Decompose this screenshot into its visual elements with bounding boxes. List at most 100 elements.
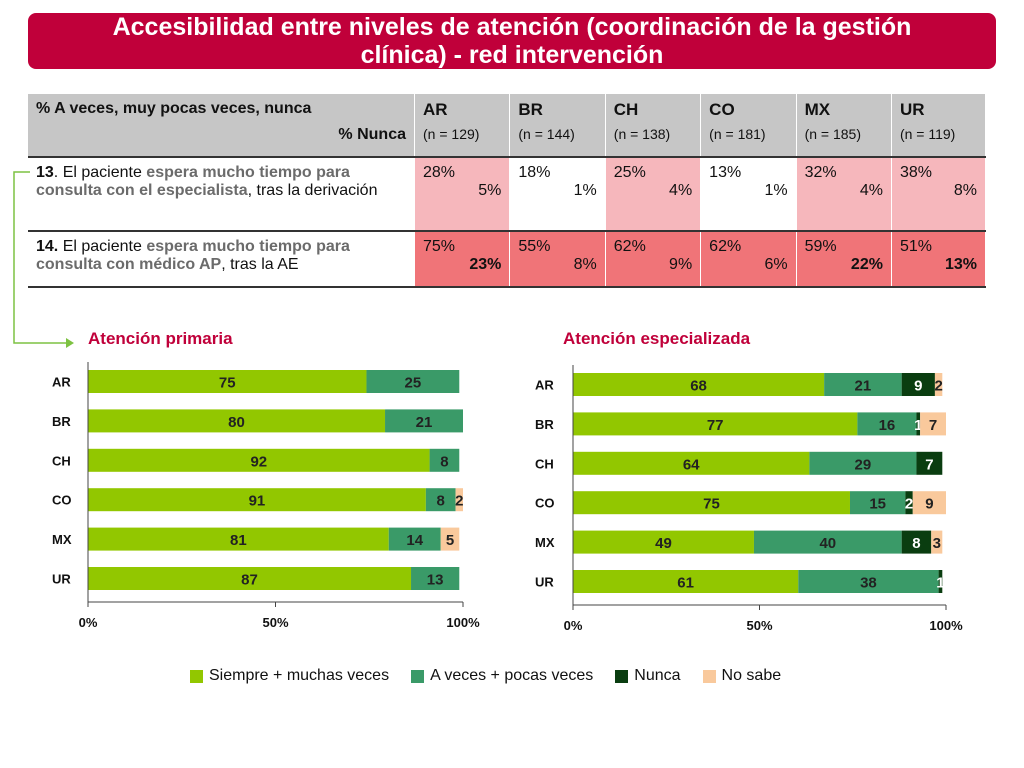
bar-segment: [88, 488, 426, 512]
pct-value: 62%: [613, 238, 646, 255]
data-label: 1: [914, 417, 922, 434]
col-name: MX: [804, 100, 831, 119]
cell-13-ch: 25% 4%: [605, 157, 702, 232]
header-line-1: % A veces, muy pocas veces, nunca: [36, 100, 312, 117]
legend-swatch: [615, 669, 629, 683]
nunca-value: 6%: [764, 256, 788, 273]
pct-value: 32%: [804, 164, 837, 181]
bar-segment: [573, 412, 858, 436]
bar-segment: [753, 530, 902, 554]
data-label: 14: [406, 532, 423, 549]
legend-item: Nunca: [615, 667, 681, 685]
question-14: 14. El paciente espera mucho tiempo para…: [28, 231, 415, 288]
data-label: 61: [677, 575, 694, 592]
bar-segment: [366, 370, 460, 393]
data-label: 1: [936, 575, 944, 592]
cell-14-co: 62% 6%: [700, 231, 797, 288]
category-label: AR: [52, 375, 71, 390]
bar-segment: [429, 448, 460, 472]
pct-value: 25%: [613, 164, 646, 181]
data-label: 21: [855, 378, 872, 395]
category-label: UR: [535, 575, 554, 590]
col-n: (n = 119): [899, 126, 956, 142]
nunca-value: 9%: [669, 256, 693, 273]
nunca-value: 4%: [859, 182, 883, 199]
col-n: (n = 129): [423, 126, 480, 142]
col-br: BR (n = 144): [509, 94, 606, 158]
results-table: % A veces, muy pocas veces, nunca % Nunc…: [28, 94, 987, 288]
question-13: 13. El paciente espera mucho tiempo para…: [28, 157, 415, 232]
x-tick-label: 0%: [564, 618, 583, 633]
pct-value: 51%: [899, 238, 932, 255]
cell-14-ar: 75% 23%: [414, 231, 511, 288]
header-line-2: % Nunca: [338, 126, 406, 143]
table-header-question: % A veces, muy pocas veces, nunca % Nunc…: [28, 94, 415, 158]
legend-item: A veces + pocas veces: [411, 667, 593, 685]
bar-segment: [916, 412, 921, 436]
nunca-value: 4%: [669, 182, 693, 199]
table-row-14: 14. El paciente espera mucho tiempo para…: [28, 231, 987, 288]
data-label: 29: [855, 456, 872, 473]
cell-13-br: 18% 1%: [509, 157, 606, 232]
cell-14-ch: 62% 9%: [605, 231, 702, 288]
cell-13-mx: 32% 4%: [796, 157, 892, 232]
q-pre: . El paciente: [53, 164, 147, 181]
cell-14-mx: 59% 22%: [796, 231, 892, 288]
table-header-row: % A veces, muy pocas veces, nunca % Nunc…: [28, 94, 987, 158]
bar-segment: [385, 409, 463, 433]
data-label: 91: [249, 493, 266, 510]
col-name: CH: [613, 100, 639, 119]
col-co: CO (n = 181): [700, 94, 797, 158]
x-tick-label: 50%: [262, 615, 288, 630]
bar-segment: [573, 373, 825, 396]
nunca-value: 13%: [944, 256, 977, 273]
data-label: 64: [683, 456, 700, 473]
connector-arrow-line: [13, 171, 66, 344]
category-label: AR: [535, 378, 554, 393]
data-label: 68: [690, 378, 707, 395]
data-label: 2: [934, 378, 942, 395]
bar-segment: [573, 451, 810, 475]
bar-segment: [857, 412, 917, 436]
data-label: 2: [905, 496, 913, 513]
bar-segment: [912, 491, 946, 515]
data-label: 49: [655, 535, 672, 552]
data-label: 21: [416, 414, 433, 431]
data-label: 8: [437, 493, 445, 510]
legend-swatch: [190, 669, 203, 683]
cell-14-br: 55% 8%: [509, 231, 606, 288]
data-label: 15: [869, 496, 886, 513]
category-label: MX: [535, 535, 555, 550]
q-pre: El paciente: [58, 238, 147, 255]
data-label: 40: [819, 535, 836, 552]
bar-segment: [920, 412, 946, 436]
col-n: (n = 138): [613, 126, 671, 142]
bar-segment: [938, 570, 943, 593]
data-label: 13: [427, 572, 444, 589]
bar-segment: [931, 530, 943, 554]
legend-swatch: [702, 669, 716, 683]
category-label: BR: [535, 417, 554, 432]
col-ch: CH (n = 138): [605, 94, 702, 158]
q-num: 13: [36, 164, 54, 181]
bar-segment: [88, 567, 412, 590]
bar-segment: [849, 491, 906, 515]
col-name: AR: [423, 100, 448, 119]
data-label: 81: [230, 532, 247, 549]
col-n: (n = 181): [709, 126, 766, 142]
chart-title-especializada: Atención especializada: [563, 329, 751, 348]
data-label: 9: [914, 378, 922, 395]
nunca-value: 1%: [573, 182, 597, 199]
data-label: 7: [929, 417, 937, 434]
pct-value: 38%: [899, 164, 932, 181]
bar-segment: [425, 488, 456, 512]
col-mx: MX (n = 185): [796, 94, 892, 158]
legend-item: No sabe: [702, 667, 781, 685]
data-label: 7: [925, 456, 933, 473]
bar-segment: [88, 370, 367, 393]
bar-segment: [573, 530, 754, 554]
data-label: 5: [446, 532, 454, 549]
x-tick-label: 100%: [446, 615, 480, 630]
cell-14-ur: 51% 13%: [891, 231, 987, 288]
